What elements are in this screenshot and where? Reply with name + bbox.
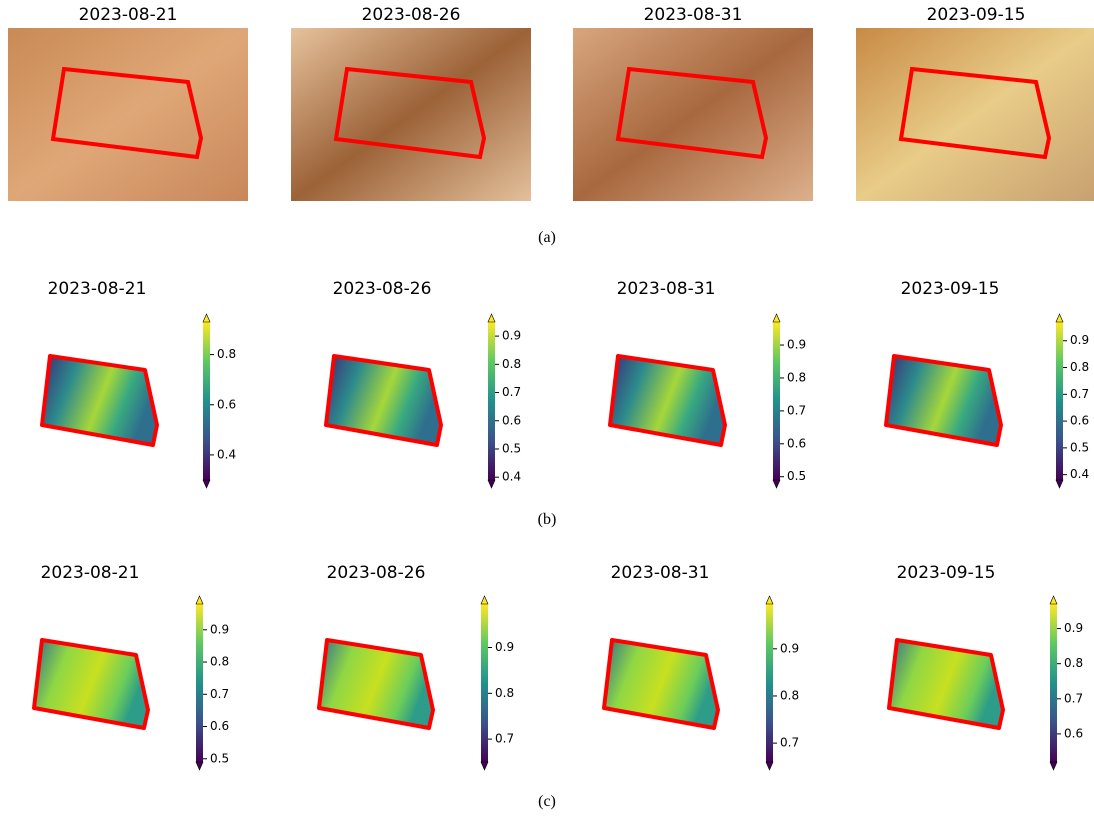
field-heatmap xyxy=(602,638,720,730)
colorbar xyxy=(481,604,488,762)
colorbar-tick-label: 0.6 xyxy=(787,436,806,450)
row-label: (c) xyxy=(538,793,556,810)
panel-title: 2023-09-15 xyxy=(897,563,996,583)
colorbar-tick-label: 0.4 xyxy=(217,447,236,461)
satellite-image xyxy=(291,28,531,201)
colorbar-tick-label: 0.7 xyxy=(210,687,229,701)
colorbar-tick-label: 0.6 xyxy=(1064,726,1083,740)
colorbar-tick-label: 0.6 xyxy=(502,413,521,427)
colorbar-tick-label: 0.6 xyxy=(217,397,236,411)
colorbar-tick-label: 0.7 xyxy=(1070,387,1089,401)
satellite-image xyxy=(8,28,248,201)
row-label: (b) xyxy=(538,511,557,528)
colorbar xyxy=(203,322,210,480)
colorbar-extend-min xyxy=(772,479,781,489)
colorbar-tick-label: 0.5 xyxy=(210,751,229,765)
colorbar-tick-label: 0.8 xyxy=(502,357,521,371)
panel-title: 2023-09-15 xyxy=(901,279,1000,299)
field-heatmap xyxy=(324,354,443,447)
panel-title: 2023-08-26 xyxy=(362,5,461,25)
colorbar-tick-label: 0.9 xyxy=(780,641,799,655)
field-boundary xyxy=(333,66,487,160)
colorbar-extend-min xyxy=(480,761,489,771)
field-heatmap xyxy=(887,638,1005,730)
colorbar-tick-label: 0.4 xyxy=(502,470,521,484)
colorbar-tick-label: 0.6 xyxy=(1070,414,1089,428)
row-label: (a) xyxy=(538,229,556,246)
panel-title: 2023-08-31 xyxy=(611,563,710,583)
colorbar xyxy=(1050,604,1057,762)
colorbar-tick-label: 0.5 xyxy=(1070,440,1089,454)
panel-title: 2023-08-21 xyxy=(79,5,178,25)
colorbar-tick-label: 0.9 xyxy=(210,622,229,636)
colorbar-tick-label: 0.5 xyxy=(787,469,806,483)
colorbar-extend-max xyxy=(765,595,774,605)
field-boundary xyxy=(615,66,769,160)
colorbar-tick-label: 0.6 xyxy=(210,719,229,733)
colorbar-tick-label: 0.9 xyxy=(502,329,521,343)
colorbar-extend-min xyxy=(765,761,774,771)
field-heatmap xyxy=(40,354,159,447)
colorbar-tick-label: 0.7 xyxy=(1064,691,1083,705)
colorbar-tick-label: 0.7 xyxy=(787,403,806,417)
field-boundary xyxy=(898,66,1052,160)
colorbar-extend-min xyxy=(195,761,204,771)
colorbar-extend-min xyxy=(1055,479,1064,489)
colorbar-extend-max xyxy=(202,313,211,323)
colorbar-tick-label: 0.9 xyxy=(787,338,806,352)
colorbar-tick-label: 0.4 xyxy=(1070,467,1089,481)
colorbar-tick-label: 0.7 xyxy=(502,385,521,399)
colorbar-tick-label: 0.8 xyxy=(217,347,236,361)
colorbar-tick-label: 0.5 xyxy=(502,441,521,455)
colorbar-tick-label: 0.7 xyxy=(495,732,514,746)
colorbar-tick-label: 0.9 xyxy=(1070,333,1089,347)
colorbar-tick-label: 0.8 xyxy=(787,370,806,384)
colorbar-tick-label: 0.9 xyxy=(1064,621,1083,635)
panel-title: 2023-08-21 xyxy=(48,279,147,299)
colorbar-extend-max xyxy=(1055,313,1064,323)
field-heatmap xyxy=(884,354,1003,447)
colorbar-tick-label: 0.8 xyxy=(1070,360,1089,374)
field-heatmap xyxy=(32,638,150,730)
panel-title: 2023-08-31 xyxy=(617,279,716,299)
panel-title: 2023-08-31 xyxy=(644,5,743,25)
field-heatmap xyxy=(317,638,435,730)
colorbar-extend-max xyxy=(772,313,781,323)
panel-title: 2023-09-15 xyxy=(927,5,1026,25)
colorbar-extend-min xyxy=(1049,761,1058,771)
colorbar-extend-max xyxy=(1049,595,1058,605)
colorbar xyxy=(488,322,495,480)
colorbar xyxy=(1056,322,1063,480)
colorbar-tick-label: 0.8 xyxy=(780,688,799,702)
panel-title: 2023-08-26 xyxy=(333,279,432,299)
colorbar-extend-max xyxy=(487,313,496,323)
colorbar-tick-label: 0.9 xyxy=(495,640,514,654)
panel-title: 2023-08-21 xyxy=(41,563,140,583)
colorbar xyxy=(773,322,780,480)
colorbar xyxy=(196,604,203,762)
field-heatmap xyxy=(608,354,727,447)
satellite-image xyxy=(856,28,1094,201)
field-boundary xyxy=(50,66,204,160)
colorbar-tick-label: 0.8 xyxy=(1064,656,1083,670)
colorbar-tick-label: 0.7 xyxy=(780,736,799,750)
panel-title: 2023-08-26 xyxy=(327,563,426,583)
colorbar-extend-max xyxy=(195,595,204,605)
colorbar-tick-label: 0.8 xyxy=(210,655,229,669)
colorbar-extend-min xyxy=(487,479,496,489)
colorbar xyxy=(766,604,773,762)
colorbar-tick-label: 0.8 xyxy=(495,686,514,700)
colorbar-extend-max xyxy=(480,595,489,605)
colorbar-extend-min xyxy=(202,479,211,489)
satellite-image xyxy=(573,28,813,201)
